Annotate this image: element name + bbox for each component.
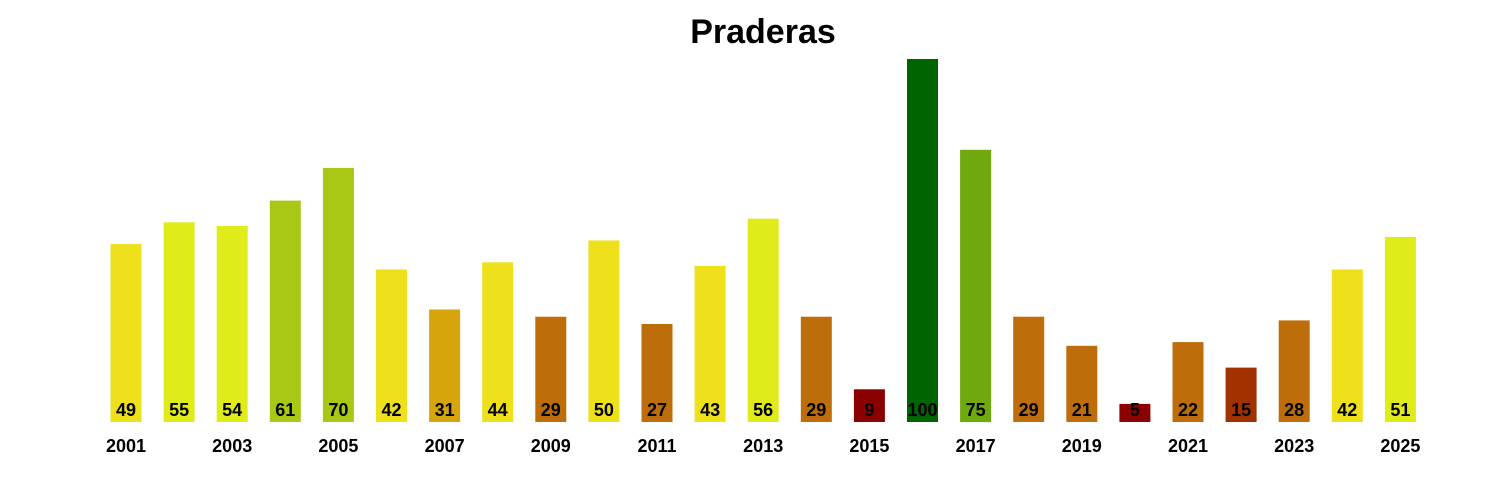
x-tick-label-2021: 2021 (1168, 436, 1208, 456)
bar-2010 (588, 240, 620, 422)
x-tick-label-2025: 2025 (1380, 436, 1420, 456)
value-label-2020: 5 (1130, 400, 1140, 420)
bar-2021 (1172, 342, 1204, 422)
bar-2016 (907, 59, 938, 422)
value-label-2001: 49 (116, 400, 136, 420)
bar-2005 (322, 167, 354, 422)
value-label-2013: 56 (753, 400, 773, 420)
x-tick-labels-group: 2001 2003 2005 2007 2009 2011 2013 2015 2017 2019… (106, 436, 1420, 456)
value-label-2007: 31 (435, 400, 455, 420)
chart-title: Praderas (690, 13, 836, 51)
value-label-2024: 42 (1337, 400, 1357, 420)
value-label-2010: 50 (594, 400, 614, 420)
bar-2011 (641, 324, 673, 422)
value-label-2017: 75 (966, 400, 986, 420)
value-label-2023: 28 (1284, 400, 1304, 420)
x-tick-label-2017: 2017 (956, 436, 996, 456)
value-label-2008: 44 (488, 400, 508, 420)
x-tick-label-2023: 2023 (1274, 436, 1314, 456)
x-tick-label-2003: 2003 (212, 436, 252, 456)
bar-2023 (1278, 320, 1310, 422)
value-label-2012: 43 (700, 400, 720, 420)
bar-2001 (110, 244, 142, 422)
bar-2018 (1013, 316, 1045, 422)
bar-2006 (376, 269, 407, 422)
value-label-2005: 70 (328, 400, 348, 420)
bar-2022 (1225, 367, 1257, 422)
bar-2024 (1331, 269, 1363, 422)
x-tick-label-2013: 2013 (743, 436, 783, 456)
x-tick-label-2005: 2005 (318, 436, 358, 456)
x-tick-label-2009: 2009 (531, 436, 571, 456)
bar-2017 (960, 149, 992, 423)
bar-2015 (853, 389, 885, 422)
bar-2014 (800, 316, 832, 422)
value-label-2021: 22 (1178, 400, 1198, 420)
x-tick-label-2015: 2015 (849, 436, 889, 456)
bar-2013 (747, 218, 779, 422)
bar-2009 (535, 316, 567, 422)
value-label-2011: 27 (647, 400, 667, 420)
value-label-2019: 21 (1072, 400, 1092, 420)
value-labels-group: 49 55 54 61 70 42 31 44 29 50 27 43 56 29 9 100 75 29 21 5 2… (116, 400, 1410, 420)
bar-2025 (1384, 236, 1416, 422)
value-label-2015: 9 (864, 400, 874, 420)
bar-2008 (482, 262, 514, 422)
value-label-2025: 51 (1390, 400, 1410, 420)
value-label-2016: 100 (907, 400, 937, 420)
bar-2003 (216, 226, 248, 422)
value-label-2018: 29 (1019, 400, 1039, 420)
value-label-2014: 29 (806, 400, 826, 420)
x-tick-label-2011: 2011 (637, 436, 676, 456)
x-tick-label-2007: 2007 (425, 436, 465, 456)
value-label-2004: 61 (275, 400, 295, 420)
bar-2002 (163, 222, 195, 422)
x-tick-label-2001: 2001 (106, 436, 146, 456)
bar-2012 (694, 265, 726, 422)
bar-2007 (429, 309, 461, 422)
value-label-2006: 42 (381, 400, 401, 420)
value-label-2009: 29 (541, 400, 561, 420)
bar-2004 (269, 200, 301, 422)
x-tick-label-2019: 2019 (1062, 436, 1102, 456)
bar-2020 (1119, 403, 1151, 422)
value-label-2003: 54 (222, 400, 242, 420)
value-label-2022: 15 (1231, 400, 1251, 420)
value-label-2002: 55 (169, 400, 189, 420)
bar-2019 (1066, 345, 1098, 422)
bars-group (110, 59, 1416, 423)
